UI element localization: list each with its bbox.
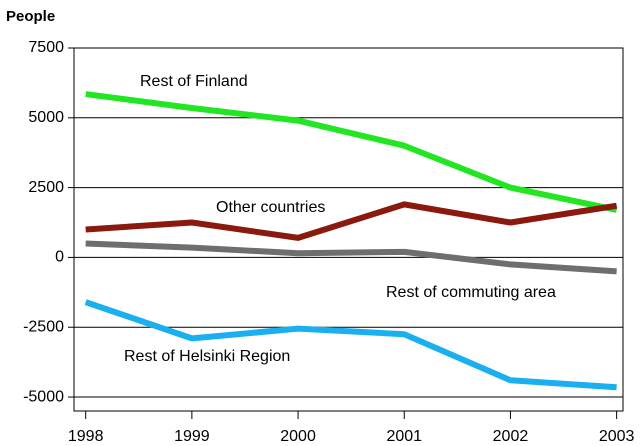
y-tick-label: 0 — [55, 249, 64, 266]
y-tick-label: 2500 — [28, 179, 64, 196]
y-tick-label: 5000 — [28, 109, 64, 126]
series-line — [85, 201, 618, 241]
series-label: Other countries — [216, 199, 325, 216]
y-tick-label: 7500 — [28, 39, 64, 56]
series-label: Rest of Finland — [140, 73, 248, 90]
y-tick-label: -2500 — [23, 318, 64, 335]
y-axis-label: People — [6, 8, 55, 25]
x-tick-label: 2003 — [599, 428, 635, 445]
x-tick-label: 1999 — [174, 428, 210, 445]
series-line — [85, 240, 617, 275]
series-line — [84, 299, 617, 391]
x-tick-label: 2001 — [386, 428, 422, 445]
x-tick-label: 2000 — [280, 428, 316, 445]
x-tick-label: 2002 — [493, 428, 529, 445]
series-label: Rest of Helsinki Region — [124, 348, 290, 365]
y-tick-label: -5000 — [23, 388, 64, 405]
x-tick-label: 1998 — [68, 428, 104, 445]
series-line — [85, 91, 618, 213]
series-label: Rest of commuting area — [386, 284, 556, 301]
